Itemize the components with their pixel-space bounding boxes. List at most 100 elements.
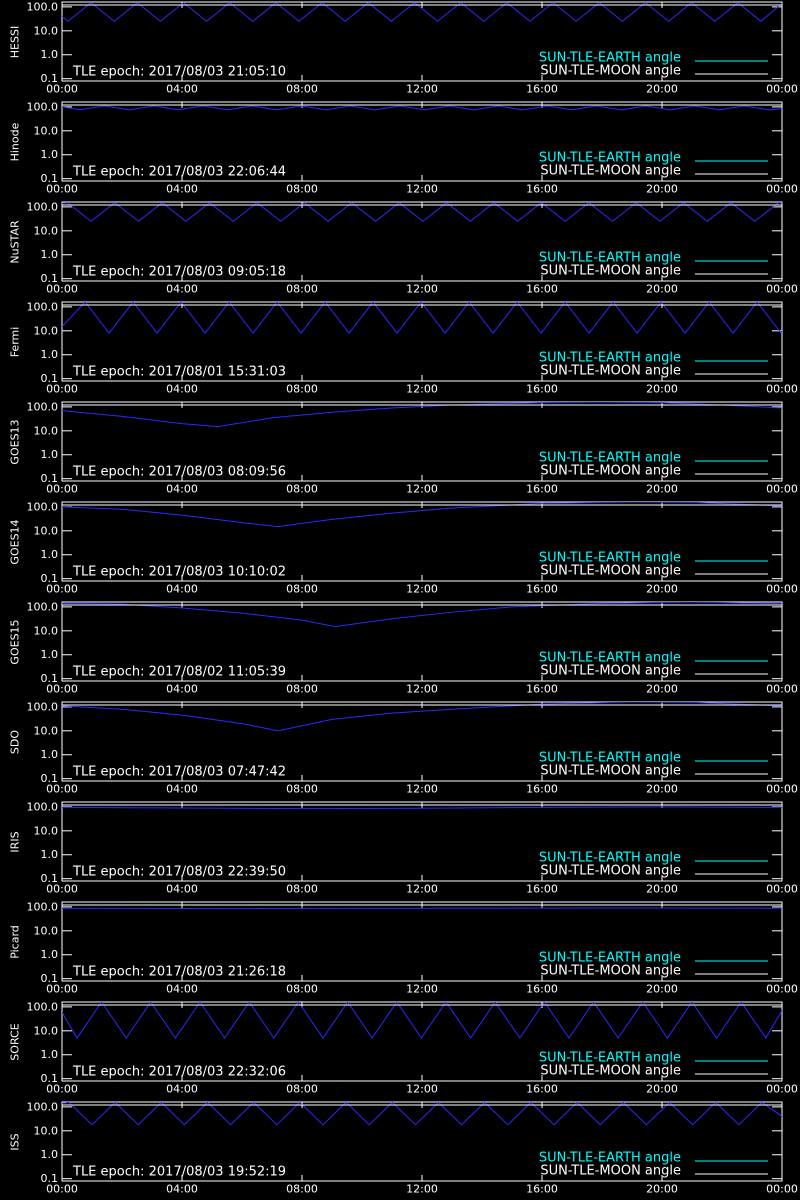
y-tick-label: 1.0: [41, 248, 59, 261]
annotation: TLE epoch: 2017/08/03 22:39:50: [72, 865, 286, 880]
y-tick-label: 100.0: [27, 400, 59, 413]
x-tick-label: 12:00: [406, 583, 438, 596]
y-tick-label: 0.1: [41, 972, 59, 985]
panel: 100.010.01.00.100:00 04:00 08:00 12:00 16:00…: [9, 700, 798, 795]
y-axis-label: ISS: [9, 1133, 22, 1150]
y-tick-label: 10.0: [34, 224, 59, 237]
annotation: TLE epoch: 2017/08/03 21:26:18: [72, 965, 286, 980]
legend-label: SUN-TLE-MOON angle: [540, 64, 681, 79]
x-tick-label: 04:00: [166, 483, 198, 496]
x-tick-label: 08:00: [286, 283, 318, 296]
x-tick-label: 20:00: [646, 483, 678, 496]
panel: 100.010.01.00.100:00 04:00 08:00 12:00 16:00…: [9, 400, 798, 495]
legend-label: SUN-TLE-MOON angle: [540, 1064, 681, 1079]
y-tick-label: 100.0: [27, 800, 59, 813]
annotation: TLE epoch: 2017/08/03 10:10:02: [72, 565, 286, 580]
x-tick-label: 08:00: [286, 683, 318, 696]
x-tick-label: 00:00: [46, 383, 78, 396]
x-tick-label: 08:00: [286, 983, 318, 996]
annotation: TLE epoch: 2017/08/03 19:52:19: [72, 1165, 286, 1180]
annotation: TLE epoch: 2017/08/02 11:05:39: [72, 665, 286, 680]
y-tick-label: 100.0: [27, 700, 59, 713]
y-tick-label: 10.0: [34, 724, 59, 737]
series-line: [62, 202, 782, 222]
y-axis-label: SDO: [9, 730, 22, 754]
x-tick-label: 00:00: [46, 683, 78, 696]
x-tick-label: 00:00: [766, 983, 798, 996]
panel: 100.010.01.00.100:00 04:00 08:00 12:00 16:00…: [9, 300, 798, 395]
x-tick-label: 16:00: [526, 383, 558, 396]
y-tick-label: 10.0: [34, 524, 59, 537]
y-tick-label: 0.1: [41, 872, 59, 885]
x-tick-label: 16:00: [526, 683, 558, 696]
panel: 100.010.01.00.100:00 04:00 08:00 12:00 16:00…: [9, 200, 798, 295]
x-tick-label: 00:00: [766, 83, 798, 96]
x-tick-label: 12:00: [406, 383, 438, 396]
x-tick-label: 16:00: [526, 483, 558, 496]
x-tick-label: 12:00: [406, 183, 438, 196]
y-tick-label: 100.0: [27, 0, 59, 13]
x-tick-label: 20:00: [646, 83, 678, 96]
y-tick-label: 10.0: [34, 624, 59, 637]
x-tick-label: 04:00: [166, 383, 198, 396]
y-tick-label: 0.1: [41, 1072, 59, 1085]
x-tick-label: 08:00: [286, 1083, 318, 1096]
y-axis-label: GOES13: [9, 419, 22, 464]
x-tick-label: 08:00: [286, 1183, 318, 1196]
x-tick-label: 00:00: [766, 383, 798, 396]
panel: 100.010.01.00.100:00 04:00 08:00 12:00 16:00…: [9, 1100, 798, 1195]
x-tick-label: 04:00: [166, 1083, 198, 1096]
x-tick-label: 16:00: [526, 1083, 558, 1096]
x-tick-label: 12:00: [406, 683, 438, 696]
x-tick-label: 12:00: [406, 783, 438, 796]
y-tick-label: 0.1: [41, 1172, 59, 1185]
legend-label: SUN-TLE-EARTH angle: [539, 651, 681, 666]
legend-label: SUN-TLE-MOON angle: [540, 964, 681, 979]
x-tick-label: 12:00: [406, 283, 438, 296]
legend-label: SUN-TLE-EARTH angle: [539, 551, 681, 566]
series-line: [62, 402, 782, 428]
x-tick-label: 00:00: [766, 183, 798, 196]
x-tick-label: 00:00: [766, 783, 798, 796]
panel: 100.010.01.00.100:00 04:00 08:00 12:00 16:00…: [9, 100, 798, 195]
annotation: TLE epoch: 2017/08/03 22:32:06: [72, 1065, 286, 1080]
y-tick-label: 10.0: [34, 1024, 59, 1037]
legend-label: SUN-TLE-EARTH angle: [539, 951, 681, 966]
legend-label: SUN-TLE-EARTH angle: [539, 1151, 681, 1166]
x-tick-label: 12:00: [406, 83, 438, 96]
x-tick-label: 16:00: [526, 983, 558, 996]
legend-label: SUN-TLE-EARTH angle: [539, 151, 681, 166]
x-tick-label: 00:00: [766, 283, 798, 296]
series-line: [62, 907, 782, 910]
y-tick-label: 100.0: [27, 900, 59, 913]
x-tick-label: 12:00: [406, 483, 438, 496]
x-tick-label: 00:00: [766, 583, 798, 596]
y-tick-label: 0.1: [41, 472, 59, 485]
legend-label: SUN-TLE-MOON angle: [540, 564, 681, 579]
y-axis-label: Picard: [9, 925, 22, 959]
y-tick-label: 10.0: [34, 924, 59, 937]
y-tick-label: 100.0: [27, 600, 59, 613]
annotation: TLE epoch: 2017/08/03 09:05:18: [72, 265, 286, 280]
y-axis-label: HESSI: [9, 26, 22, 58]
legend-label: SUN-TLE-MOON angle: [540, 664, 681, 679]
y-tick-label: 1.0: [41, 1048, 59, 1061]
y-tick-label: 1.0: [41, 848, 59, 861]
panel: 100.010.01.00.100:00 04:00 08:00 12:00 16:00…: [9, 1000, 798, 1095]
x-tick-label: 20:00: [646, 583, 678, 596]
x-tick-label: 20:00: [646, 183, 678, 196]
legend-label: SUN-TLE-MOON angle: [540, 764, 681, 779]
y-tick-label: 0.1: [41, 72, 59, 85]
legend-label: SUN-TLE-EARTH angle: [539, 751, 681, 766]
x-tick-label: 08:00: [286, 783, 318, 796]
x-tick-label: 00:00: [46, 83, 78, 96]
y-tick-label: 0.1: [41, 672, 59, 685]
x-tick-label: 20:00: [646, 283, 678, 296]
x-tick-label: 12:00: [406, 883, 438, 896]
y-tick-label: 1.0: [41, 448, 59, 461]
y-tick-label: 1.0: [41, 648, 59, 661]
y-tick-label: 0.1: [41, 172, 59, 185]
y-tick-label: 100.0: [27, 1100, 59, 1113]
x-tick-label: 08:00: [286, 883, 318, 896]
